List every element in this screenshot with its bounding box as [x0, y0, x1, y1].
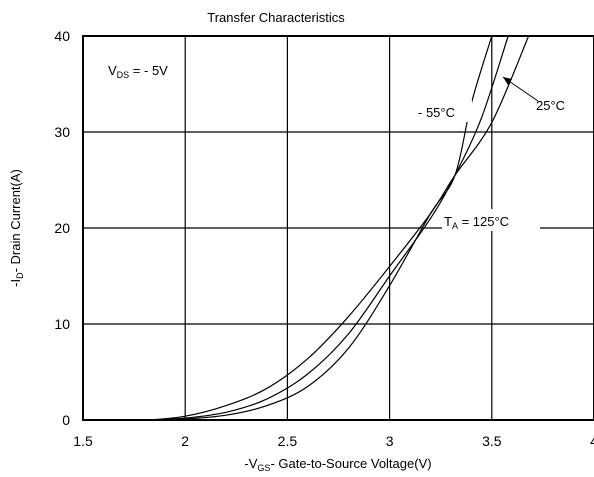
- plot-frame: [82, 35, 594, 421]
- y-tick-label: 30: [54, 124, 70, 140]
- y-tick-label: 0: [62, 412, 70, 428]
- x-tick-label: 3.5: [482, 433, 502, 449]
- curve-55-c: [82, 35, 493, 421]
- y-tick-labels: 0 10 20 30 40: [54, 28, 70, 428]
- x-tick-label: 2.5: [278, 433, 298, 449]
- curve-125-c: [82, 35, 530, 421]
- grid-lines: [83, 36, 594, 420]
- t-125-suffix: = 125°C: [458, 214, 509, 229]
- x-axis-label-suffix: - Gate-to-Source Voltage(V): [270, 456, 431, 471]
- x-axis-label: -VGS- Gate-to-Source Voltage(V): [244, 456, 431, 473]
- x-tick-label: 2: [181, 433, 189, 449]
- t-125-prefix: T: [444, 214, 452, 229]
- t-minus55-label-background: [416, 100, 472, 122]
- y-axis-label-prefix: -I: [8, 279, 23, 287]
- x-axis-label-sub: GS: [257, 463, 270, 473]
- vds-annotation: VDS = - 5V: [108, 63, 168, 80]
- t-25-arrow-head: [503, 77, 512, 85]
- y-tick-label: 20: [54, 220, 70, 236]
- chart-title: Transfer Characteristics: [207, 10, 345, 25]
- vds-sub: DS: [117, 70, 130, 80]
- x-tick-label: 3: [386, 433, 394, 449]
- x-tick-label: 1.5: [73, 433, 93, 449]
- data-curves: [82, 35, 530, 421]
- vds-annotation-background: [104, 56, 180, 84]
- vds-prefix: V: [108, 63, 117, 78]
- x-tick-labels: 1.5 2 2.5 3 3.5 4: [73, 433, 594, 449]
- t-125-label: TA = 125°C: [444, 214, 509, 231]
- t-125-label-background: [442, 209, 540, 231]
- t-125-sub: A: [452, 221, 458, 231]
- vds-suffix: = - 5V: [129, 63, 168, 78]
- curve-25-c: [82, 35, 509, 421]
- y-axis-label: -ID- Drain Current(A): [8, 169, 25, 287]
- y-tick-label: 40: [54, 28, 70, 44]
- x-axis-label-prefix: -V: [244, 456, 257, 471]
- y-axis-label-suffix: - Drain Current(A): [8, 169, 23, 272]
- t-minus55-label: - 55°C: [418, 105, 455, 120]
- x-tick-label: 4: [590, 433, 594, 449]
- y-axis-label-sub: D: [15, 272, 25, 279]
- t-25-label: 25°C: [536, 98, 565, 113]
- y-tick-label: 10: [54, 316, 70, 332]
